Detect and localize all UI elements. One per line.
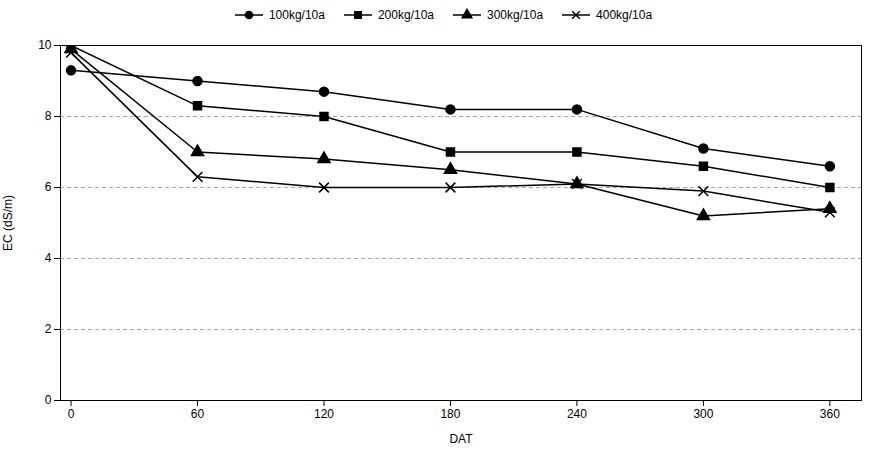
svg-text:10: 10 (38, 38, 52, 52)
svg-text:240: 240 (567, 407, 587, 421)
html-text:200kg/10a: 200kg/10a (377, 8, 434, 22)
svg-text:0: 0 (68, 407, 75, 421)
svg-text:120: 120 (314, 407, 334, 421)
svg-text:60: 60 (191, 407, 205, 421)
svg-text:4: 4 (45, 251, 52, 265)
html-text:300kg/10a: 300kg/10a (487, 8, 544, 22)
svg-text:300: 300 (693, 407, 713, 421)
html-text:100kg/10a: 100kg/10a (268, 8, 325, 22)
svg-text:DAT: DAT (449, 432, 473, 446)
svg-text:EC (dS/m): EC (dS/m) (1, 195, 15, 251)
svg-text:180: 180 (440, 407, 460, 421)
svg-text:2: 2 (45, 322, 52, 336)
svg-text:360: 360 (820, 407, 840, 421)
html-text:400kg/10a: 400kg/10a (596, 8, 653, 22)
svg-text:0: 0 (45, 393, 52, 407)
svg-text:6: 6 (45, 180, 52, 194)
svg-text:8: 8 (45, 109, 52, 123)
